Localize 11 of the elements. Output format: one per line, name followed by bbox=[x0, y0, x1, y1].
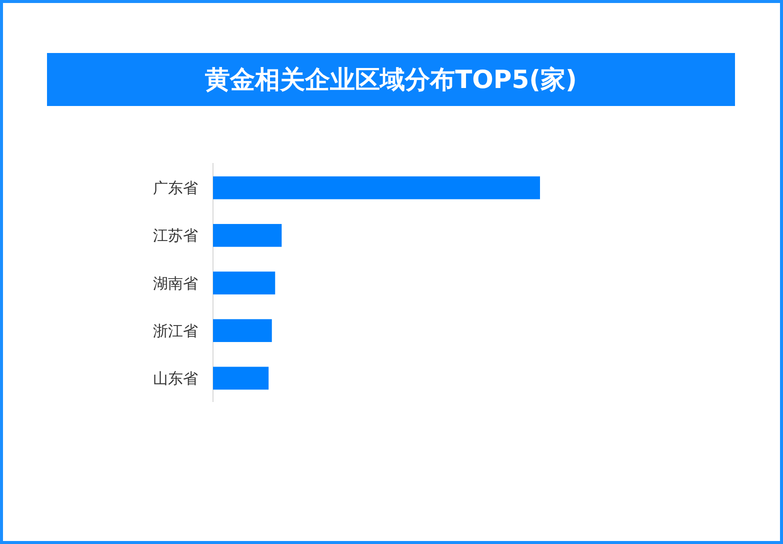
y-tick-label: 浙江省 bbox=[153, 322, 198, 340]
y-tick-label: 广东省 bbox=[153, 179, 198, 198]
bar bbox=[213, 224, 282, 247]
chart-title: 黄金相关企业区域分布TOP5(家) bbox=[204, 65, 577, 94]
y-tick-label: 江苏省 bbox=[153, 226, 198, 245]
y-tick-label: 山东省 bbox=[153, 369, 198, 388]
bar bbox=[213, 176, 540, 200]
bar bbox=[213, 272, 276, 294]
y-tick-label: 湖南省 bbox=[153, 274, 198, 292]
bar bbox=[213, 366, 269, 390]
bar bbox=[213, 319, 272, 342]
